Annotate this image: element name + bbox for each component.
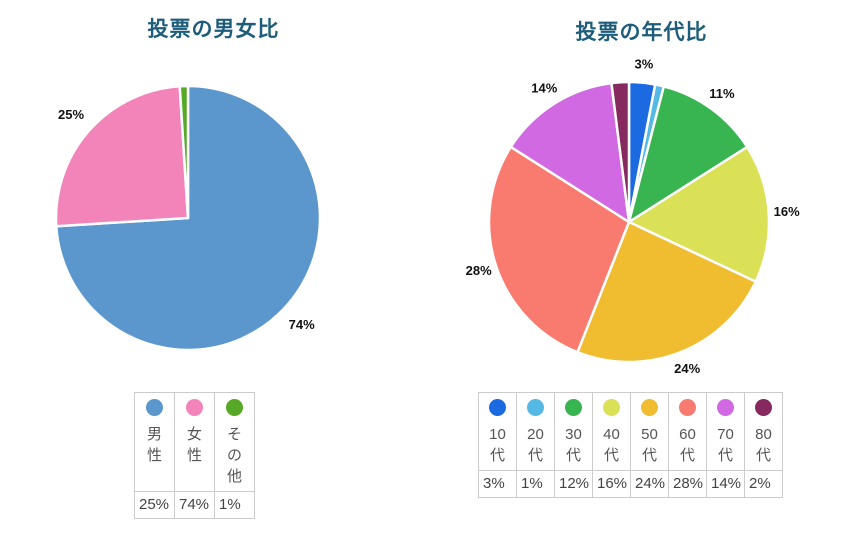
legend-label-line: 70 bbox=[717, 426, 734, 443]
legend-swatch-30代 bbox=[565, 399, 582, 416]
pie-slice-その他 bbox=[178, 84, 190, 220]
pie-slice-60代 bbox=[487, 145, 631, 354]
legend-label-line: 男 bbox=[146, 426, 162, 443]
pie-slice-label-30代: 11% bbox=[709, 86, 735, 101]
legend-item-その他: その他 bbox=[214, 392, 255, 492]
age-pie-chart: 3% 11% 16% 24% 28% 14% bbox=[466, 57, 800, 376]
legend-item-70代: 70 代 bbox=[706, 392, 745, 471]
gender-chart-title: 投票の男女比 bbox=[147, 18, 280, 41]
legend-item-80代: 80 代 bbox=[744, 392, 783, 471]
age-chart-title: 投票の年代比 bbox=[575, 21, 708, 44]
legend-percent-30代: 12% bbox=[554, 470, 593, 498]
legend-percent-40代: 16% bbox=[592, 470, 631, 498]
pie-slice-女性 bbox=[54, 85, 190, 228]
legend-percent-女性: 74% bbox=[174, 491, 215, 519]
legend-percent-60代: 28% bbox=[668, 470, 707, 498]
legend-items-row: 男性女性その他 bbox=[134, 392, 255, 492]
legend-label-line: 代 bbox=[603, 447, 619, 464]
pie-slice-label-50代: 24% bbox=[674, 361, 700, 376]
legend-label-line: 代 bbox=[489, 447, 505, 464]
legend-swatch-10代 bbox=[489, 399, 506, 416]
legend-swatch-20代 bbox=[527, 399, 544, 416]
legend-label-line: 性 bbox=[146, 447, 162, 464]
legend-percent-70代: 14% bbox=[706, 470, 745, 498]
legend-percent-その他: 1% bbox=[214, 491, 255, 519]
legend-percents-row: 3% 1% 12% 16% 24% 28% 14% 2% bbox=[478, 470, 783, 498]
legend-item-60代: 60 代 bbox=[668, 392, 707, 471]
legend-label-line: 30 bbox=[565, 426, 582, 443]
legend-swatch-50代 bbox=[641, 399, 658, 416]
pie-slice-40代 bbox=[627, 145, 771, 283]
legend-percent-10代: 3% bbox=[478, 470, 517, 498]
legend-label-line: 代 bbox=[717, 447, 733, 464]
pie-slice-30代 bbox=[627, 85, 749, 224]
legend-swatch-80代 bbox=[755, 399, 772, 416]
legend-swatch-70代 bbox=[717, 399, 734, 416]
legend-percent-20代: 1% bbox=[516, 470, 555, 498]
legend-label-line: 代 bbox=[641, 447, 657, 464]
legend-item-50代: 50 代 bbox=[630, 392, 669, 471]
legend-label-line: の bbox=[226, 447, 242, 464]
pie-slice-label-40代: 16% bbox=[774, 204, 800, 219]
legend-label-line: 40 bbox=[603, 426, 620, 443]
legend-label-line: そ bbox=[226, 426, 242, 443]
pie-slice-70代 bbox=[509, 81, 631, 224]
legend-item-男性: 男性 bbox=[134, 392, 175, 492]
legend-item-女性: 女性 bbox=[174, 392, 215, 492]
legend-percent-50代: 24% bbox=[630, 470, 669, 498]
legend-percent-80代: 2% bbox=[744, 470, 783, 498]
legend-label-line: 80 bbox=[755, 426, 772, 443]
legend-swatch-女性 bbox=[186, 399, 203, 416]
legend-label-line: 代 bbox=[679, 447, 695, 464]
gender-legend-table: 男性女性その他 25% 74% 1% bbox=[134, 392, 255, 519]
legend-item-40代: 40 代 bbox=[592, 392, 631, 471]
pie-slice-label-10代: 3% bbox=[635, 57, 654, 72]
legend-percents-row: 25% 74% 1% bbox=[134, 491, 255, 519]
gender-pie-chart: 74% 25% bbox=[54, 84, 322, 352]
legend-label-line: 50 bbox=[641, 426, 658, 443]
legend-swatch-その他 bbox=[226, 399, 243, 416]
legend-label-line: 20 bbox=[527, 426, 544, 443]
pie-slice-label-女性: 25% bbox=[58, 107, 84, 122]
legend-label-line: 性 bbox=[186, 447, 202, 464]
legend-items-row: 10 代 20 代 30 代 40 代 50 代 60 代 70 代 80 代 bbox=[478, 392, 783, 471]
pie-slice-label-男性: 74% bbox=[289, 317, 315, 332]
age-legend-table: 10 代 20 代 30 代 40 代 50 代 60 代 70 代 80 代 3% 1% 12% 16% 24% 28%… bbox=[478, 392, 783, 498]
pie-slice-label-60代: 28% bbox=[466, 263, 492, 278]
legend-label-line: 代 bbox=[565, 447, 581, 464]
pie-slice-label-70代: 14% bbox=[531, 81, 557, 96]
legend-label-line: 女 bbox=[186, 426, 202, 443]
legend-swatch-男性 bbox=[146, 399, 163, 416]
legend-label-line: 代 bbox=[755, 447, 771, 464]
legend-item-10代: 10 代 bbox=[478, 392, 517, 471]
legend-percent-男性: 25% bbox=[134, 491, 175, 519]
legend-label-line: 10 bbox=[489, 426, 506, 443]
legend-label-line: 他 bbox=[226, 468, 242, 485]
legend-swatch-60代 bbox=[679, 399, 696, 416]
legend-swatch-40代 bbox=[603, 399, 620, 416]
legend-item-30代: 30 代 bbox=[554, 392, 593, 471]
legend-label-line: 代 bbox=[527, 447, 543, 464]
pie-slice-80代 bbox=[610, 80, 631, 224]
legend-item-20代: 20 代 bbox=[516, 392, 555, 471]
legend-label-line: 60 bbox=[679, 426, 696, 443]
pie-slice-50代 bbox=[576, 220, 757, 364]
